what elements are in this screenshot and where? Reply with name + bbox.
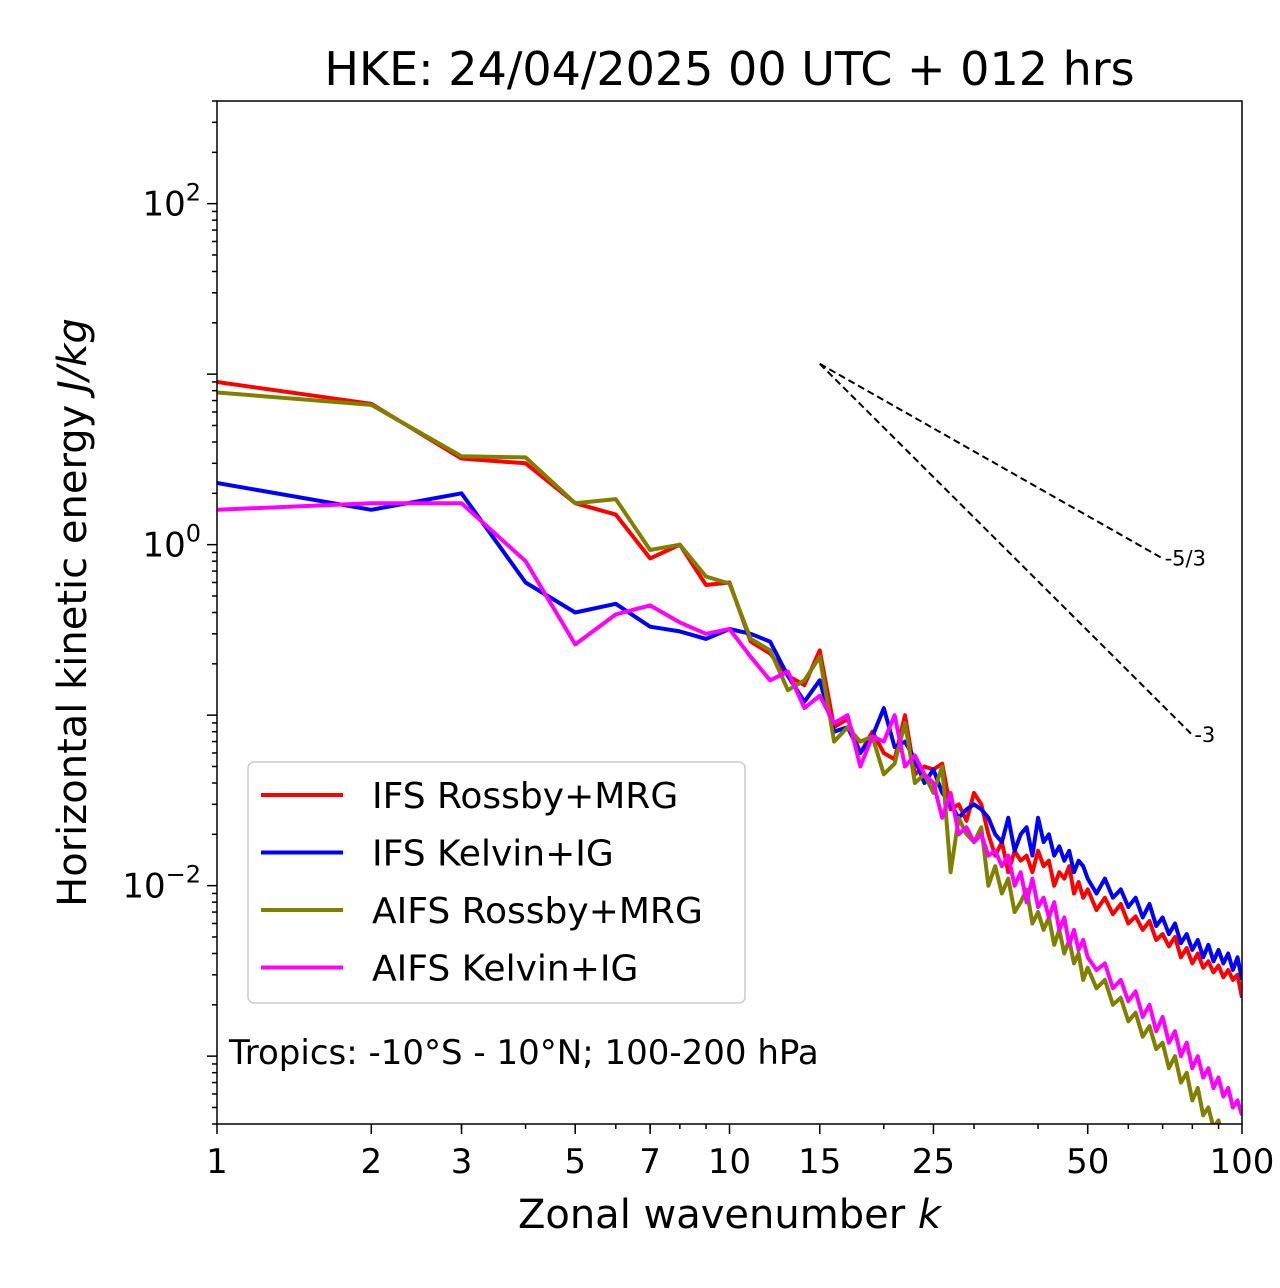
series-line-aifs-kelvin-ig: [217, 501, 1242, 1116]
legend-label: AIFS Rossby+MRG: [372, 891, 703, 932]
x-tick-label: 3: [451, 1142, 473, 1182]
y-tick-label: 100: [142, 520, 201, 566]
legend: IFS Rossby+MRG IFS Kelvin+IG AIFS Rossby+M…: [247, 761, 746, 1004]
reference-line-label: -5/3: [1165, 546, 1206, 570]
plot-frame: [216, 100, 1243, 1125]
x-tick-label: 1: [206, 1142, 228, 1182]
region-annotation: Tropics: -10°S - 10°N; 100-200 hPa: [228, 1033, 819, 1073]
legend-label: AIFS Kelvin+IG: [372, 949, 638, 990]
series-layer: [217, 380, 1242, 1124]
x-tick-label: 15: [798, 1142, 841, 1182]
x-tick-label: 2: [360, 1142, 382, 1182]
x-axis-label: Zonal wavenumber k: [518, 1192, 943, 1238]
y-axis-label-units: J/kg: [50, 318, 96, 399]
legend-label: IFS Rossby+MRG: [372, 776, 678, 817]
reference-line-label: -3: [1194, 723, 1215, 747]
x-tick-label: 7: [639, 1142, 661, 1182]
x-axis-ticks: 1 2 3 5 7 10 15 25 50 100: [206, 1124, 1274, 1182]
chart-title: HKE: 24/04/2025 00 UTC + 012 hrs: [324, 42, 1134, 96]
legend-entries: IFS Rossby+MRG IFS Kelvin+IG AIFS Rossby+M…: [261, 776, 703, 990]
x-axis-label-variable: k: [918, 1192, 943, 1238]
y-tick-label: 102: [142, 179, 201, 225]
y-axis-label-text: Horizontal kinetic energy: [50, 392, 96, 907]
legend-label: IFS Kelvin+IG: [372, 834, 614, 875]
x-tick-label: 25: [912, 1142, 955, 1182]
x-tick-label: 10: [708, 1142, 751, 1182]
x-tick-label: 50: [1066, 1142, 1109, 1182]
reference-lines: -5/3 -3: [819, 362, 1215, 747]
x-axis-label-text: Zonal wavenumber: [518, 1192, 918, 1238]
x-tick-label: 5: [564, 1142, 586, 1182]
legend-box: [247, 761, 746, 1004]
x-tick-label: 100: [1210, 1142, 1275, 1182]
y-tick-label: 10−2: [122, 861, 201, 907]
y-axis-ticks: 102 100 10−2: [122, 100, 217, 1125]
y-axis-label: Horizontal kinetic energy J/kg: [50, 318, 96, 907]
